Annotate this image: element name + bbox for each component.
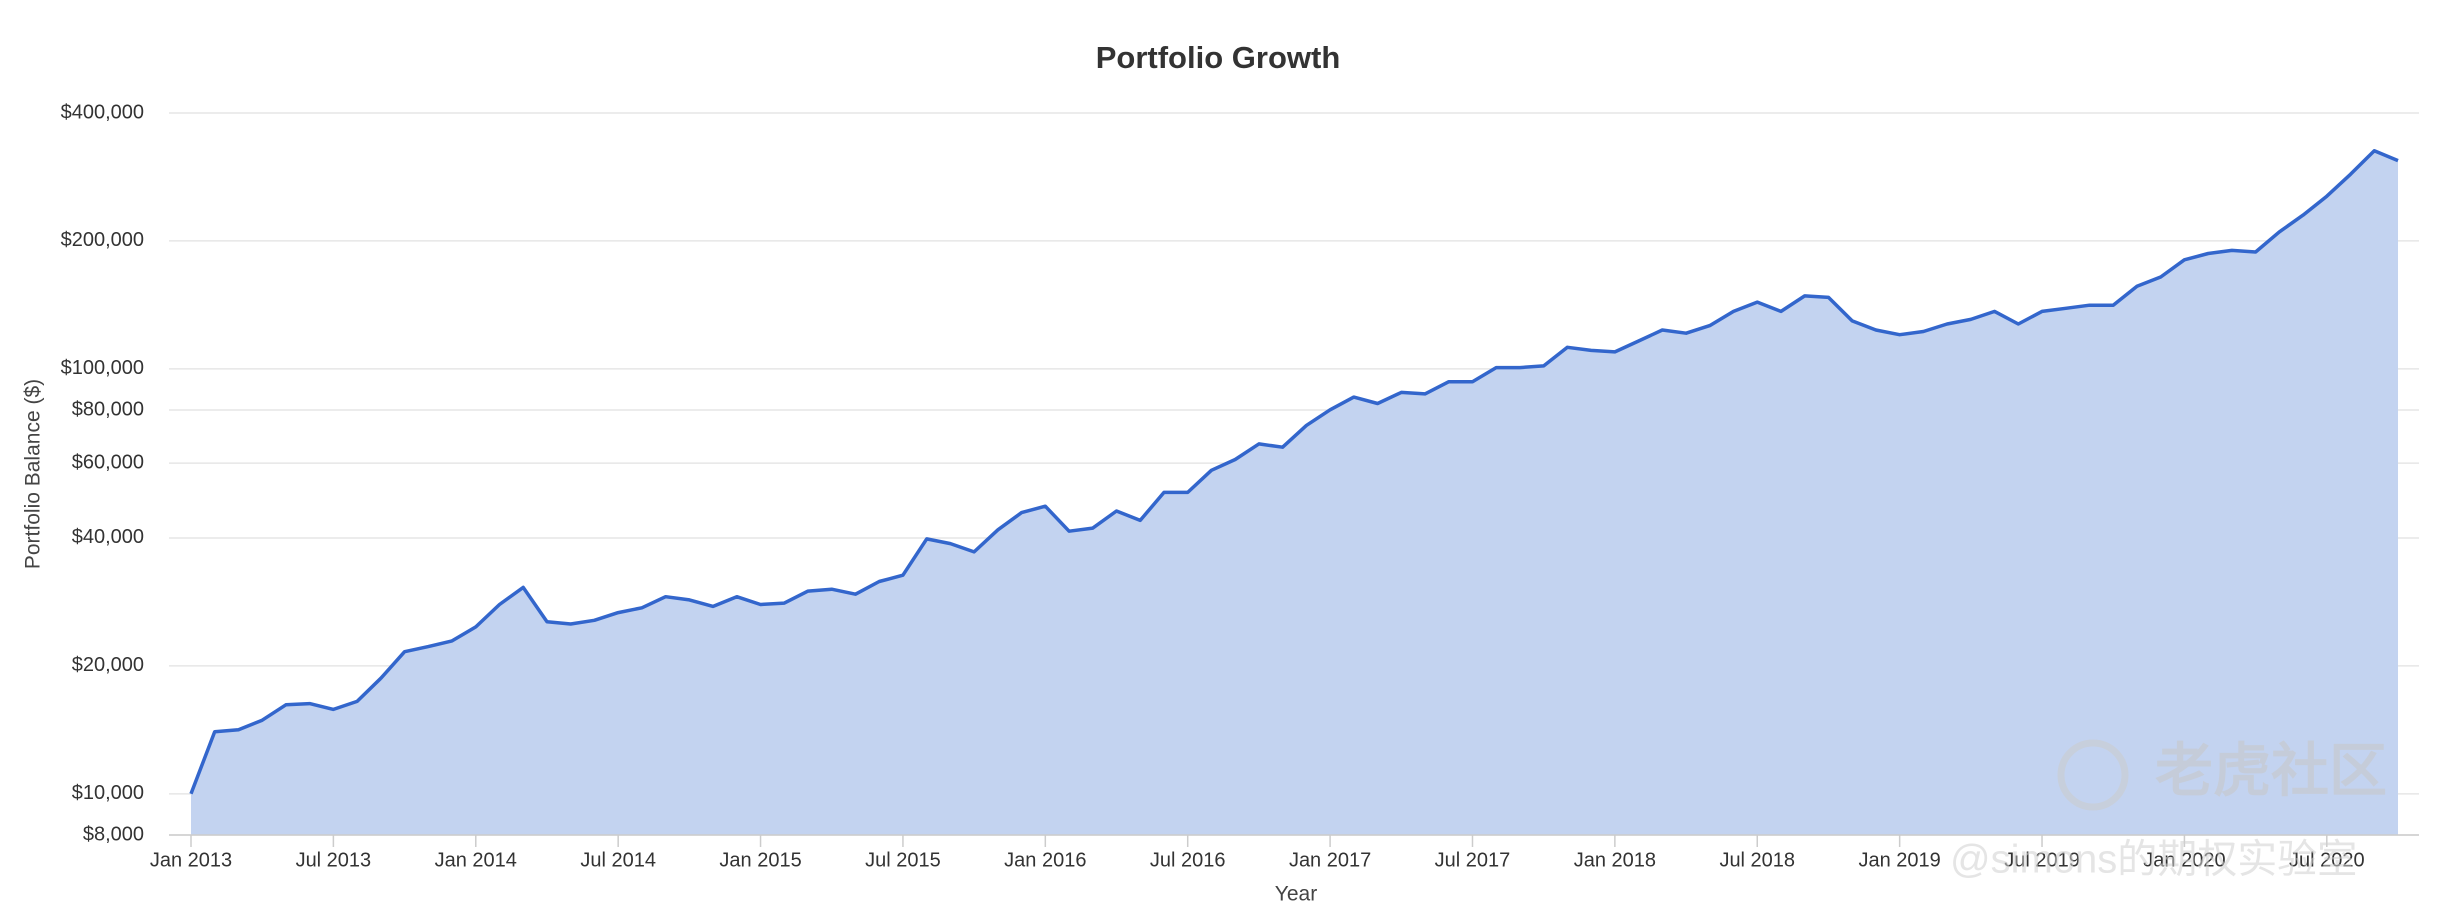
x-tick-label: Jan 2016 [1004,849,1086,871]
y-tick-label: $20,000 [72,654,144,676]
x-axis-label: Year [1275,883,1317,906]
watermark-logo [2057,739,2129,811]
watermark-logo-text: 老虎社区 [2155,738,2387,803]
x-tick-label: Jan 2018 [1574,849,1656,871]
x-tick-label: Jan 2017 [1289,849,1371,871]
y-tick-label: $10,000 [72,782,144,804]
x-tick-label: Jul 2016 [1150,849,1226,871]
watermark-handle: @simons的期权实验室 [1950,838,2357,882]
x-tick-label: Jul 2020 [2289,849,2365,871]
area [191,150,2398,836]
chart-title: Portfolio Growth [1096,40,1341,75]
y-tick-label: $400,000 [61,101,144,123]
line [189,149,2399,795]
y-tick-label: $60,000 [72,451,144,473]
x-tick-label: Jul 2017 [1435,849,1511,871]
y-tick-label: $40,000 [72,526,144,548]
y-tick-label: $100,000 [61,357,144,379]
y-tick-label: $200,000 [61,229,144,251]
watermark: 老虎社区 @simons的期权实验室 [1950,738,2387,881]
x-tick-label: Jul 2013 [296,849,372,871]
plot-area: $8,000 $10,000 $20,000 $40,000 $60,000 $80,00… [61,101,2419,871]
x-tick-label: Jul 2019 [2004,849,2080,871]
x-tick-label: Jan 2014 [435,849,517,871]
y-axis-label: Portfolio Balance ($) [22,379,45,569]
x-tick-label: Jul 2014 [580,849,656,871]
y-tick-label: $8,000 [83,823,144,845]
x-tick-label: Jan 2013 [150,849,232,871]
y-tick-label: $80,000 [72,398,144,420]
x-tick-label: Jan 2019 [1858,849,1940,871]
x-tick-label: Jan 2015 [719,849,801,871]
x-tick-label: Jul 2015 [865,849,941,871]
x-tick-label: Jul 2018 [1719,849,1795,871]
x-tick-label: Jan 2020 [2143,849,2225,871]
